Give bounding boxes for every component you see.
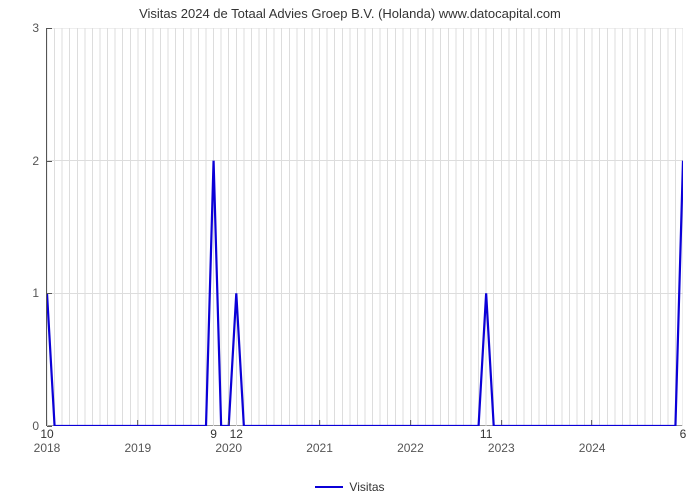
data-point-label: 12 bbox=[230, 427, 243, 441]
data-point-label: 9 bbox=[210, 427, 217, 441]
legend: Visitas bbox=[0, 480, 700, 494]
x-tick-label: 2019 bbox=[124, 425, 151, 455]
gridlines bbox=[47, 28, 683, 426]
data-point-label: 6 bbox=[680, 427, 687, 441]
y-tick-label: 1 bbox=[32, 286, 47, 300]
x-tick-label: 2024 bbox=[579, 425, 606, 455]
legend-swatch bbox=[315, 486, 343, 488]
data-point-label: 11 bbox=[480, 427, 492, 441]
chart-container: Visitas 2024 de Totaal Advies Groep B.V.… bbox=[0, 0, 700, 500]
y-tick-label: 3 bbox=[32, 21, 47, 35]
x-tick-label: 2022 bbox=[397, 425, 424, 455]
x-tick-label: 2021 bbox=[306, 425, 333, 455]
chart-title: Visitas 2024 de Totaal Advies Groep B.V.… bbox=[0, 6, 700, 21]
legend-label: Visitas bbox=[349, 480, 384, 494]
data-point-label: 10 bbox=[40, 427, 53, 441]
chart-svg bbox=[47, 28, 683, 426]
plot-area: 0123 2018201920202021202220232024 109121… bbox=[46, 28, 682, 426]
y-tick-label: 2 bbox=[32, 154, 47, 168]
